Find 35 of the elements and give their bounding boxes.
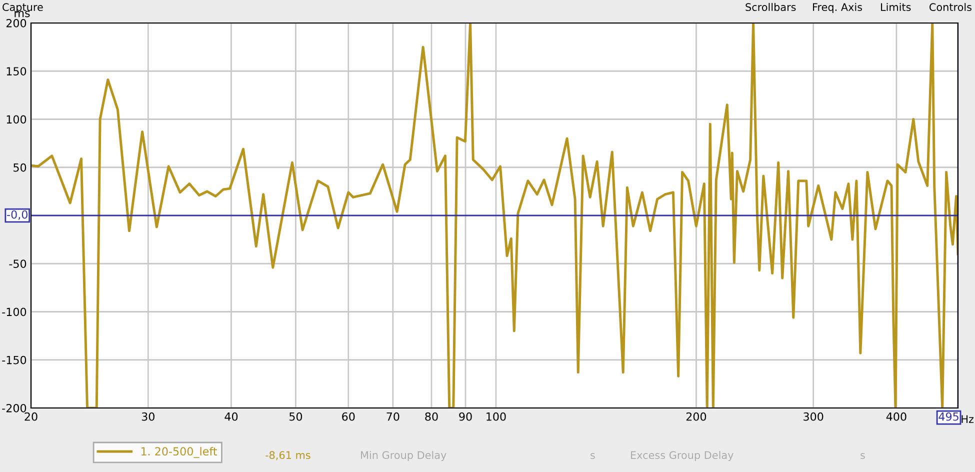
- y-tick-label: -50: [9, 260, 26, 268]
- x-tick-label: 80: [425, 412, 438, 421]
- x-tick-label: 20: [24, 412, 38, 421]
- ref-line-label: -0,0: [7, 210, 28, 220]
- x-tick-label: 300: [804, 412, 824, 421]
- x-tick-label: 40: [224, 412, 238, 421]
- text: -8,61 ms: [266, 451, 310, 460]
- legend-label: 1. 20-500_left: [141, 446, 217, 458]
- text: Min Group Delay: [361, 450, 446, 462]
- ref-line-label: 495: [938, 412, 958, 421]
- y-tick-label: 100: [6, 115, 26, 124]
- x-tick-label: 50: [289, 412, 302, 421]
- text: Limits: [881, 2, 911, 12]
- text: Excess Group Delay: [631, 450, 734, 462]
- y-tick-label: -100: [2, 308, 26, 316]
- x-tick-label: 100: [486, 412, 506, 421]
- text: Capture: [2, 3, 43, 14]
- text: s: [590, 453, 595, 460]
- y-tick-label: -200: [2, 404, 26, 412]
- x-axis-title: Hz: [962, 415, 974, 423]
- text: Scrollbars: [746, 2, 796, 12]
- x-tick-label: 400: [886, 412, 906, 421]
- x-tick-label: 60: [342, 412, 355, 421]
- y-tick-label: 50: [14, 163, 26, 172]
- y-tick-label: -150: [2, 356, 26, 364]
- x-tick-label: 30: [142, 412, 154, 421]
- y-tick-label: 200: [6, 18, 26, 28]
- text: Controls: [930, 2, 972, 12]
- y-axis-title: ms: [14, 10, 30, 18]
- text: s: [860, 453, 865, 460]
- text: Freq. Axis: [813, 2, 862, 14]
- x-tick-label: 90: [459, 412, 472, 421]
- x-tick-label: 200: [686, 412, 706, 421]
- x-tick-label: 70: [386, 412, 400, 421]
- y-tick-label: 150: [6, 67, 26, 76]
